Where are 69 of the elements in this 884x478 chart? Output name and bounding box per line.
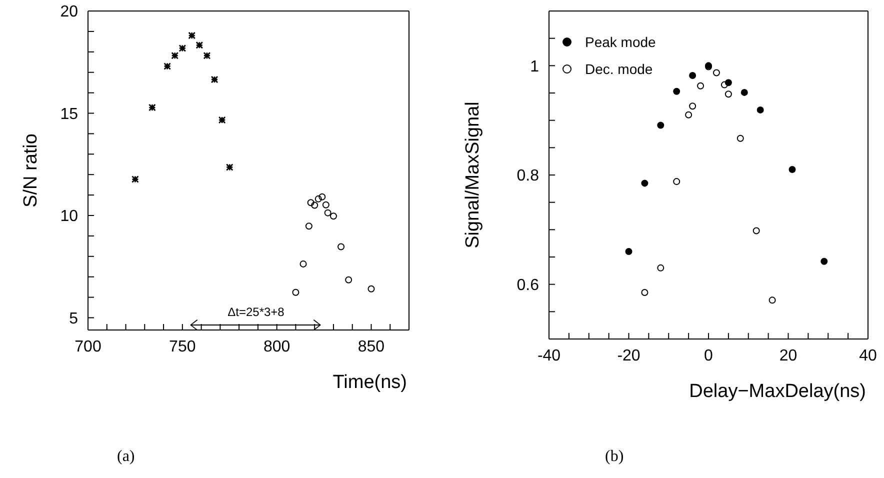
point: [171, 52, 179, 60]
y-tick-label: 10: [60, 208, 78, 226]
point: [305, 222, 312, 230]
point: [338, 243, 345, 250]
annotation: Δt=25*3+8: [226, 305, 286, 319]
point: [641, 180, 648, 187]
y-tick-label: 5: [69, 310, 78, 328]
point: [657, 264, 664, 272]
point: [300, 260, 307, 268]
point: [641, 289, 648, 296]
legend-label: Peak mode: [585, 34, 656, 50]
point: [368, 285, 375, 292]
x-tick-label: 800: [263, 338, 290, 356]
point: [210, 76, 218, 84]
point: [673, 88, 680, 95]
point: [736, 134, 744, 142]
point: [345, 276, 352, 284]
point: [132, 176, 139, 183]
point: [178, 44, 186, 52]
text: (b): [605, 448, 624, 466]
point: [322, 201, 330, 208]
y-tick-label: 15: [60, 106, 78, 123]
point: [324, 209, 332, 216]
point: [292, 288, 300, 296]
point: [788, 166, 796, 174]
y-axis-title: Signal/MaxSignal: [462, 102, 484, 248]
point: [724, 90, 732, 98]
x-tick-label: 20: [779, 347, 798, 364]
point: [311, 202, 318, 209]
point: [657, 122, 664, 129]
point: [148, 104, 156, 112]
point: [768, 296, 776, 304]
point: [689, 72, 696, 80]
point: [226, 164, 234, 171]
point: [307, 199, 314, 206]
y-axis-title: S/N ratio: [20, 134, 42, 208]
y-tick-label: 20: [60, 4, 78, 21]
point: [203, 52, 211, 60]
point: [685, 111, 692, 118]
y-tick-label: 0.6: [516, 277, 540, 294]
point: [712, 69, 720, 76]
point: [752, 227, 760, 234]
x-tick-label: 700: [74, 338, 102, 356]
text: (a): [117, 448, 135, 466]
point: [330, 212, 337, 220]
point: [196, 41, 204, 49]
point: [689, 102, 696, 110]
point: [820, 258, 828, 265]
point: [318, 193, 326, 200]
x-tick-label: -40: [537, 347, 561, 364]
x-tick-label: 850: [358, 338, 385, 356]
point: [314, 195, 322, 202]
x-tick-label: -20: [617, 347, 640, 364]
point: [756, 106, 764, 114]
point: [740, 88, 748, 96]
x-tick-label: 0: [704, 347, 714, 364]
point: [164, 62, 172, 70]
x-tick-label: 750: [169, 338, 196, 356]
point: [625, 248, 632, 256]
y-tick-label: 0.8: [516, 168, 540, 185]
x-tick-label: 40: [859, 347, 877, 364]
point: [188, 32, 196, 40]
x-axis-title: Time(ns): [332, 372, 407, 393]
x-axis-title: Delay−MaxDelay(ns): [689, 381, 866, 402]
legend-label: Dec. mode: [585, 60, 653, 76]
point: [218, 116, 226, 124]
y-tick-label: 1: [530, 58, 540, 76]
point: [697, 82, 704, 90]
point: [673, 178, 680, 186]
